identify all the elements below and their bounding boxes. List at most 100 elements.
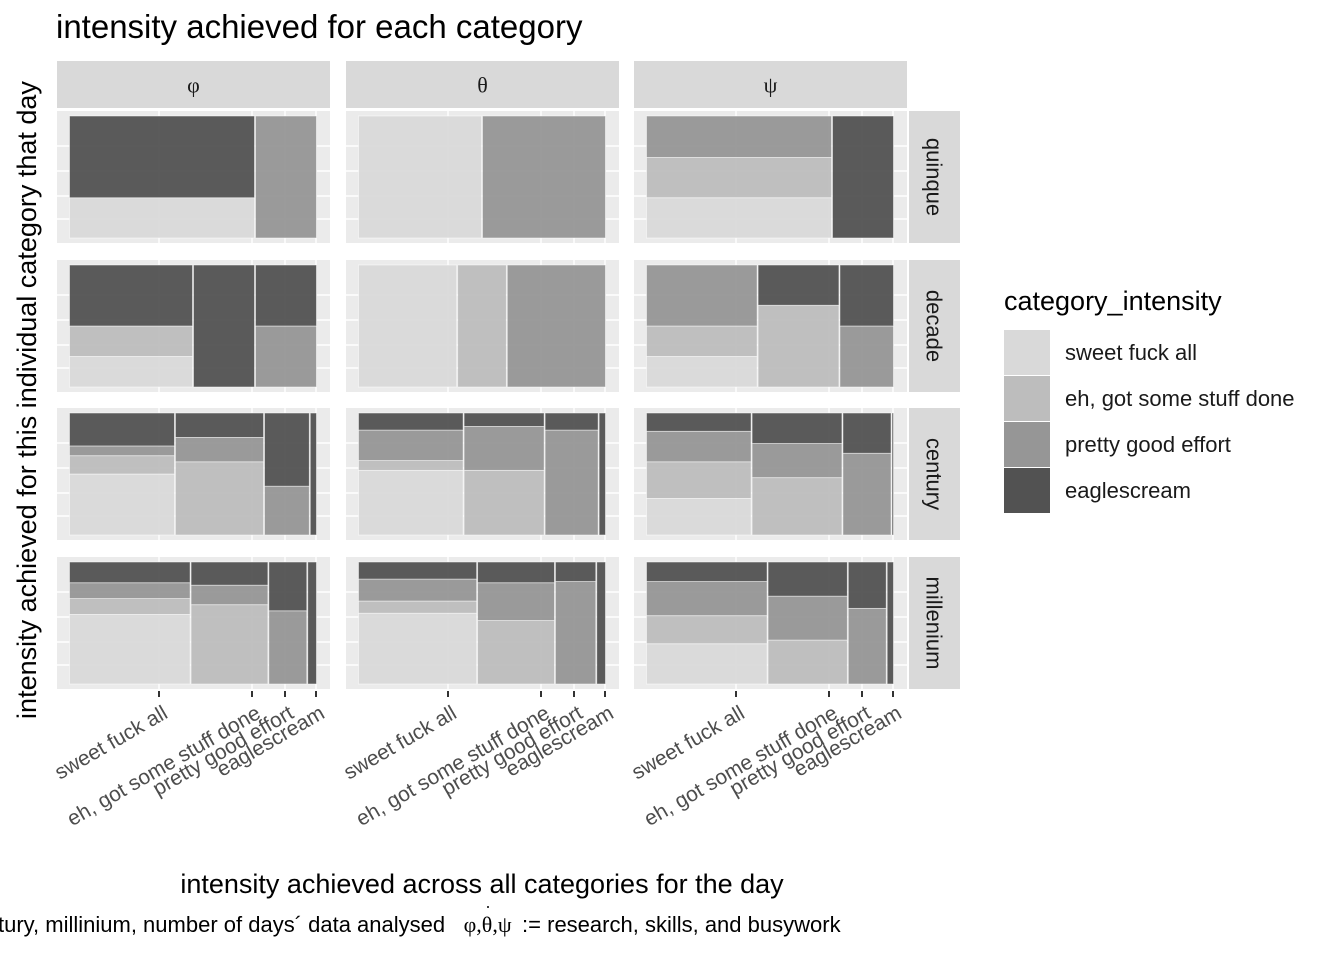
facet-strip-column (57, 61, 330, 108)
mosaic-tile (264, 485, 310, 536)
mosaic-tile (646, 115, 832, 158)
mosaic-tile (358, 412, 464, 431)
facet-strip-row-label: quinque (922, 138, 947, 216)
chart-caption: tury, millinium, number of days´ data an… (0, 912, 842, 937)
facet-strip-row (909, 408, 960, 540)
chart-title: intensity achieved for each category (56, 8, 583, 45)
mosaic-tile (646, 157, 832, 199)
mosaic-tile (646, 264, 758, 327)
mosaic-tile (463, 426, 545, 471)
mosaic-tile (598, 412, 606, 536)
facet-strip-column-label: ψ (764, 73, 778, 98)
mosaic-tile (358, 460, 464, 471)
caption-symbols: φ,θ,ψ (464, 912, 512, 937)
legend-label: eh, got some stuff done (1065, 386, 1295, 411)
mosaic-tile (69, 197, 255, 239)
mosaic-tile (358, 429, 464, 461)
mosaic-tile (477, 561, 555, 584)
mosaic-tile (309, 412, 317, 536)
facet-strip-row-label: decade (922, 290, 947, 362)
legend-label: eaglescream (1065, 478, 1191, 503)
mosaic-tile (751, 412, 843, 444)
mosaic-tile (255, 264, 317, 327)
mosaic-tile (646, 461, 752, 499)
caption-left: tury, millinium, number of days´ data an… (0, 912, 445, 937)
mosaic-tile (839, 264, 894, 327)
mosaic-tile (555, 561, 597, 582)
mosaic-tile (646, 643, 768, 685)
mosaic-tile (832, 115, 894, 239)
mosaic-tile (886, 561, 894, 685)
mosaic-tile (544, 412, 599, 431)
mosaic-tile (757, 264, 840, 306)
facet-strip-column-label: φ (187, 73, 200, 98)
legend-label: pretty good effort (1065, 432, 1231, 457)
mosaic-tile (477, 620, 555, 685)
mosaic-tile (193, 264, 255, 388)
mosaic-tile (69, 325, 193, 357)
mosaic-tile (69, 455, 175, 475)
mosaic-tile (358, 600, 478, 614)
mosaic-tile (477, 582, 555, 621)
facet-strip-row (909, 260, 960, 392)
mosaic-tile (767, 595, 848, 641)
mosaic-tile (190, 561, 269, 586)
legend-key (1004, 376, 1050, 421)
mosaic-tile (69, 115, 255, 199)
mosaic-tile (358, 115, 482, 239)
mosaic-tile (69, 264, 193, 327)
facet-strip-column (634, 61, 907, 108)
mosaic-tile (767, 639, 848, 685)
legend-label: sweet fuck all (1065, 340, 1197, 365)
mosaic-tile (358, 469, 464, 536)
mosaic-tile (463, 412, 545, 427)
mosaic-tile (190, 604, 269, 685)
mosaic-tile (175, 412, 264, 438)
legend-key (1004, 422, 1050, 467)
legend-key (1004, 330, 1050, 375)
facet-strip-row (909, 111, 960, 243)
mosaic-tile (358, 578, 478, 602)
mosaic-tile (646, 561, 768, 582)
legend: sweet fuck all eh, got some stuff done pre… (1004, 330, 1295, 513)
mosaic-tile (307, 561, 317, 685)
mosaic-tile (646, 581, 768, 617)
mosaic-tile (646, 197, 832, 239)
mosaic-tile (69, 356, 193, 388)
mosaic-tile (751, 443, 843, 479)
mosaic-tile (555, 581, 597, 685)
mosaic-tile (842, 452, 892, 536)
mosaic-tile (646, 615, 768, 645)
caption-dot (487, 906, 489, 908)
mosaic-tile (544, 429, 599, 536)
mosaic-tile (69, 582, 191, 599)
caption-right: := research, skills, and busywork (522, 912, 842, 937)
mosaic-tile (847, 561, 887, 609)
mosaic-tile (839, 325, 894, 388)
mosaic-tile (847, 607, 887, 685)
mosaic-tile (751, 477, 843, 536)
legend-key (1004, 468, 1050, 513)
facet-strip-column-label: θ (477, 73, 488, 98)
mosaic-tile (358, 612, 478, 685)
mosaic-tile (646, 412, 752, 432)
mosaic-tile (69, 561, 191, 584)
mosaic-tile (457, 264, 507, 388)
mosaic-tile (646, 430, 752, 463)
mosaic-tile (255, 115, 317, 239)
mosaic-tile (596, 561, 606, 685)
mosaic-tile (463, 469, 545, 536)
mosaic-tile (69, 614, 191, 685)
mosaic-tile (175, 436, 264, 463)
mosaic-tile (268, 610, 308, 685)
mosaic-tile (767, 561, 848, 597)
mosaic-tile (69, 473, 175, 536)
mosaic-tile (69, 412, 175, 447)
mosaic-tile (506, 264, 606, 388)
mosaic-tile (482, 115, 606, 239)
mosaic-tile (358, 264, 458, 388)
mosaic-tile (891, 412, 894, 536)
mosaic-tile (757, 304, 840, 388)
mosaic-tile (646, 497, 752, 536)
